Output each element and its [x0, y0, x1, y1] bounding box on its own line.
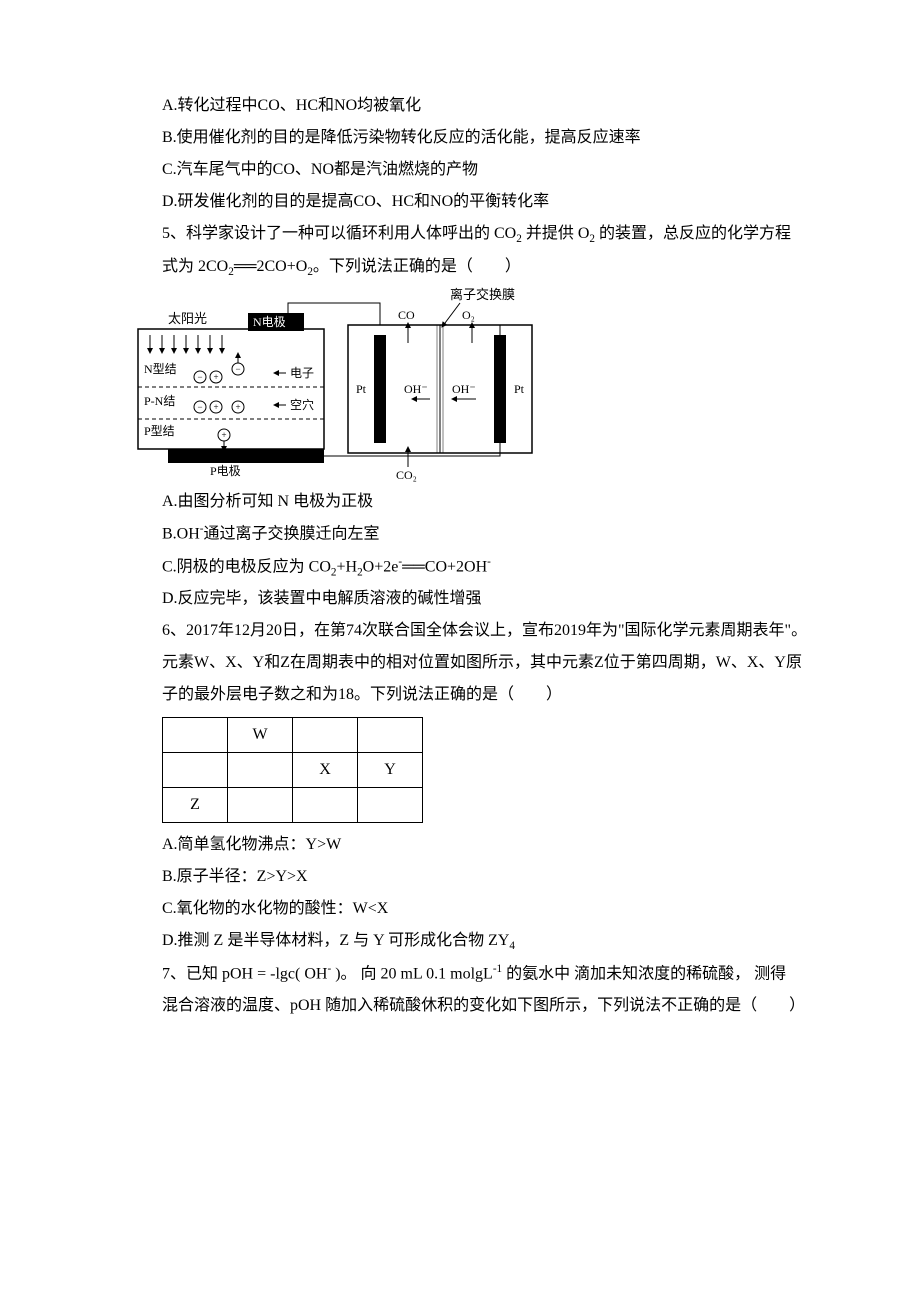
svg-text:Pt: Pt [356, 382, 367, 396]
svg-text:O₂: O₂ [462, 308, 475, 322]
svg-text:+: + [213, 372, 218, 382]
q6-option-d: D.推测 Z 是半导体材料，Z 与 Y 可形成化合物 ZY4 [130, 925, 810, 958]
q6-optD-a: D.推测 Z 是半导体材料，Z 与 Y 可形成化合物 ZY [162, 932, 509, 949]
q5-diagram: 离子交换膜太阳光 N电极 N型结 P-N结 P型结 − + − 电子 − + + 空穴 + P电极 Pt Pt C… [130, 287, 540, 482]
q6-option-b: B.原子半径：Z>Y>X [130, 861, 810, 893]
cell-r3c4 [358, 788, 423, 823]
q7-stem1-a: 7、已知 pOH = -lgc( OH [162, 965, 327, 982]
svg-text:+: + [213, 402, 218, 412]
cell-r3c3 [293, 788, 358, 823]
svg-text:离子交换膜: 离子交换膜 [450, 287, 515, 302]
svg-text:P-N结: P-N结 [144, 394, 175, 408]
svg-text:空穴: 空穴 [290, 397, 314, 412]
q6-stem-line2: 元素W、X、Y和Z在周期表中的相对位置如图所示，其中元素Z位于第四周期，W、X、… [130, 647, 810, 679]
svg-text:OH⁻: OH⁻ [404, 382, 428, 396]
cell-r2c2 [228, 753, 293, 788]
q5-option-b: B.OH-通过离子交换膜迁向左室 [130, 518, 810, 550]
cell-r1c2: W [228, 718, 293, 753]
cell-r2c3: X [293, 753, 358, 788]
svg-text:N型结: N型结 [144, 362, 177, 376]
cell-r1c1 [163, 718, 228, 753]
cell-r1c4 [358, 718, 423, 753]
svg-text:−: − [235, 364, 240, 374]
svg-text:−: − [197, 402, 202, 412]
table-row: W [163, 718, 423, 753]
q6-option-c: C.氧化物的水化物的酸性：W<X [130, 893, 810, 925]
q5-stem-line2: 式为 2CO2══2CO+O2。下列说法正确的是（ ） [130, 251, 810, 284]
q5-optB-a: B.OH [162, 526, 200, 543]
q5-stem1-c: 的装置，总反应的化学方程 [595, 225, 791, 242]
q5-option-d: D.反应完毕，该装置中电解质溶液的碱性增强 [130, 583, 810, 615]
q6-periodic-table: W X Y Z [162, 717, 423, 823]
svg-text:CO: CO [398, 308, 415, 322]
svg-text:N电极: N电极 [253, 315, 286, 329]
q4-option-b: B.使用催化剂的目的是降低污染物转化反应的活化能，提高反应速率 [130, 122, 810, 154]
q5-stem1-b: 并提供 O [522, 225, 590, 242]
q6-stem-line3: 子的最外层电子数之和为18。下列说法正确的是（ ） [130, 679, 810, 711]
cell-r2c4: Y [358, 753, 423, 788]
q5-option-c: C.阴极的电极反应为 CO2+H2O+2e-══CO+2OH- [130, 551, 810, 584]
q7-stem-line2: 混合溶液的温度、pOH 随加入稀硫酸休积的变化如下图所示，下列说法不正确的是（ … [130, 990, 810, 1022]
cell-r2c1 [163, 753, 228, 788]
q4-option-c: C.汽车尾气中的CO、NO都是汽油燃烧的产物 [130, 154, 810, 186]
q5-option-a: A.由图分析可知 N 电极为正极 [130, 486, 810, 518]
sub-4: 4 [509, 941, 515, 953]
svg-text:−: − [197, 372, 202, 382]
q5-optC-a: C.阴极的电极反应为 CO [162, 558, 331, 575]
q5-stem2-b: ══2CO+O [234, 258, 307, 275]
table-row: X Y [163, 753, 423, 788]
q7-stem1-c: 的氨水中 滴加未知浓度的稀硫酸， 测得 [502, 965, 786, 982]
svg-text:CO₂: CO₂ [396, 468, 417, 482]
svg-text:电子: 电子 [290, 366, 314, 380]
q5-stem2-a: 式为 2CO [162, 258, 228, 275]
cell-r1c3 [293, 718, 358, 753]
cell-r3c2 [228, 788, 293, 823]
q4-option-d: D.研发催化剂的目的是提高CO、HC和NO的平衡转化率 [130, 186, 810, 218]
q5-stem2-c: 。下列说法正确的是（ ） [313, 258, 521, 275]
sup-minus1: -1 [493, 963, 502, 975]
q7-stem1-b: )。 向 20 mL 0.1 molgL [331, 965, 493, 982]
svg-text:太阳光: 太阳光 [168, 311, 207, 326]
q5-optB-b: 通过离子交换膜迁向左室 [204, 526, 380, 543]
q4-option-a: A.转化过程中CO、HC和NO均被氧化 [130, 90, 810, 122]
q5-optC-c: O+2e [363, 558, 399, 575]
q5-stem1-a: 5、科学家设计了一种可以循环利用人体呼出的 CO [162, 225, 516, 242]
svg-text:OH⁻: OH⁻ [452, 382, 476, 396]
q7-stem-line1: 7、已知 pOH = -lgc( OH- )。 向 20 mL 0.1 molg… [130, 958, 810, 990]
q6-stem-line1: 6、2017年12月20日，在第74次联合国全体会议上，宣布2019年为"国际化… [130, 615, 810, 647]
svg-text:P型结: P型结 [144, 424, 175, 438]
q5-optC-d: ══CO+2OH [402, 558, 487, 575]
cell-r3c1: Z [163, 788, 228, 823]
table-row: Z [163, 788, 423, 823]
sup-minus3: - [487, 556, 491, 568]
q5-optC-b: +H [337, 558, 358, 575]
svg-text:+: + [235, 402, 240, 412]
q6-option-a: A.简单氢化物沸点：Y>W [130, 829, 810, 861]
q5-stem-line1: 5、科学家设计了一种可以循环利用人体呼出的 CO2 并提供 O2 的装置，总反应… [130, 218, 810, 251]
svg-text:P电极: P电极 [210, 464, 241, 478]
svg-text:+: + [221, 430, 226, 440]
svg-text:Pt: Pt [514, 382, 525, 396]
q5-diagram-wrap: 离子交换膜太阳光 N电极 N型结 P-N结 P型结 − + − 电子 − + + 空穴 + P电极 Pt Pt C… [130, 287, 810, 482]
